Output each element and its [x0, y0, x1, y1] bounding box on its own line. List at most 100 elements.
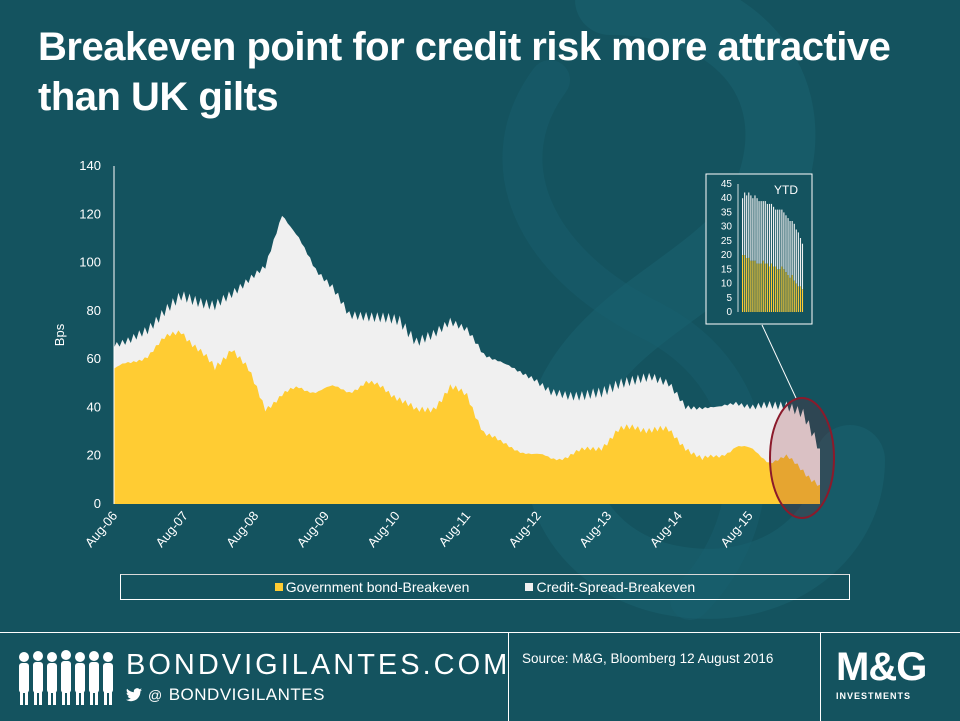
inset-y-tick-label: 5 — [726, 293, 732, 304]
inset-bar-government — [797, 286, 799, 312]
inset-bar-credit — [764, 201, 766, 264]
y-axis-label: Bps — [52, 323, 67, 346]
inset-bar-credit — [773, 206, 775, 267]
y-tick-label: 100 — [79, 255, 101, 270]
inset-bar-government — [801, 289, 804, 312]
social-handle-label: BONDVIGILANTES — [168, 685, 325, 704]
y-tick-label: 0 — [94, 496, 101, 511]
inset-y-tick-label: 25 — [721, 236, 733, 247]
inset-bar-government — [793, 280, 795, 312]
x-tick-label: Aug-06 — [82, 508, 120, 550]
legend-swatch-credit — [525, 583, 534, 591]
inset-bar-government — [781, 266, 783, 312]
y-tick-label: 60 — [87, 351, 101, 366]
inset-bar-government — [750, 260, 752, 312]
legend-entry-credit: Credit-Spread-Breakeven — [525, 579, 695, 595]
inset-bar-government — [773, 266, 775, 312]
inset-bar-credit — [791, 221, 793, 275]
inset-y-tick-label: 40 — [721, 193, 733, 204]
inset-bar-government — [795, 283, 797, 312]
footer-divider-2 — [820, 633, 821, 721]
at-symbol: @ — [148, 687, 163, 703]
chart-title: Breakeven point for credit risk more att… — [38, 25, 891, 119]
y-tick-label: 20 — [87, 448, 101, 463]
inset-y-tick-label: 0 — [726, 307, 732, 318]
x-tick-label: Aug-11 — [435, 508, 473, 549]
y-tick-label: 140 — [79, 158, 101, 173]
inset-bar-credit — [779, 209, 781, 270]
x-tick-label: Aug-09 — [294, 508, 332, 550]
inset-bar-credit — [760, 201, 762, 264]
inset-y-tick-label: 10 — [721, 279, 733, 290]
inset-bar-credit — [797, 232, 799, 287]
inset-bar-credit — [748, 192, 750, 258]
inset-bar-credit — [762, 201, 764, 261]
inset-bar-government — [758, 263, 760, 312]
inset-bar-government — [744, 255, 746, 312]
source-note: Source: M&G, Bloomberg 12 August 2016 — [522, 651, 774, 666]
x-tick-label: Aug-12 — [505, 508, 543, 550]
inset-bar-government — [764, 263, 766, 312]
footer-divider-1 — [508, 633, 509, 721]
x-tick-label: Aug-07 — [152, 508, 190, 550]
inset-bar-credit — [752, 198, 754, 261]
legend-label-government: Government bond-Breakeven — [285, 579, 470, 595]
inset-bar-credit — [775, 209, 777, 267]
inset-y-tick-label: 20 — [721, 250, 733, 261]
inset-bar-credit — [746, 195, 748, 258]
mg-logo-text: M&G — [836, 645, 927, 689]
y-tick-label: 120 — [79, 206, 101, 221]
inset-bar-government — [787, 275, 789, 312]
inset-bar-government — [748, 258, 750, 312]
x-tick-label: Aug-08 — [223, 508, 261, 550]
inset-connector-line — [761, 324, 797, 399]
inset-title: YTD — [774, 183, 798, 197]
ytd-highlight-ring — [769, 397, 835, 519]
x-tick-label: Aug-13 — [576, 508, 614, 550]
inset-bar-credit — [783, 212, 785, 270]
inset-bar-credit — [781, 209, 783, 267]
inset-bar-credit — [766, 203, 768, 264]
twitter-icon — [126, 688, 142, 702]
inset-bar-government — [789, 277, 791, 312]
inset-bar-credit — [799, 238, 802, 287]
inset-bar-credit — [777, 209, 779, 270]
inset-bar-government — [742, 255, 744, 312]
inset-bar-credit — [768, 203, 771, 267]
legend-entry-government: Government bond-Breakeven — [274, 579, 470, 595]
inset-bar-government — [783, 269, 785, 312]
inset-y-tick-label: 35 — [721, 207, 733, 218]
inset-bar-government — [766, 263, 768, 312]
inset-bar-government — [768, 266, 771, 312]
inset-bar-credit — [785, 215, 787, 273]
x-tick-label: Aug-10 — [364, 508, 402, 550]
social-handle[interactable]: @ BONDVIGILANTES — [126, 685, 325, 705]
inset-y-tick-label: 30 — [721, 222, 733, 233]
chart-legend: Government bond-Breakeven Credit-Spread-… — [120, 574, 850, 600]
mg-logo-subtitle: INVESTMENTS — [836, 691, 912, 701]
inset-bar-government — [754, 260, 756, 312]
inset-bar-credit — [754, 195, 756, 261]
inset-bar-credit — [742, 198, 744, 256]
inset-bar-government — [799, 286, 802, 312]
x-tick-label: Aug-15 — [717, 508, 755, 550]
inset-bar-credit — [787, 218, 789, 275]
people-silhouette-icon — [19, 650, 113, 705]
inset-bar-government — [785, 272, 787, 312]
inset-bar-credit — [750, 195, 752, 261]
inset-bar-government — [752, 260, 754, 312]
y-tick-label: 80 — [87, 303, 101, 318]
inset-bar-government — [775, 266, 777, 312]
inset-bar-government — [770, 263, 773, 312]
series-area-government-bond — [114, 330, 820, 504]
bondvigilantes-site-link[interactable]: BONDVIGILANTES.COM — [126, 649, 511, 681]
inset-bar-government — [756, 263, 758, 312]
inset-bar-government — [779, 269, 781, 312]
inset-bar-government — [762, 260, 764, 312]
legend-label-credit: Credit-Spread-Breakeven — [536, 579, 696, 595]
x-tick-label: Aug-14 — [647, 508, 685, 550]
inset-bar-credit — [801, 243, 804, 290]
y-tick-label: 40 — [87, 399, 101, 414]
inset-bar-credit — [744, 192, 746, 256]
